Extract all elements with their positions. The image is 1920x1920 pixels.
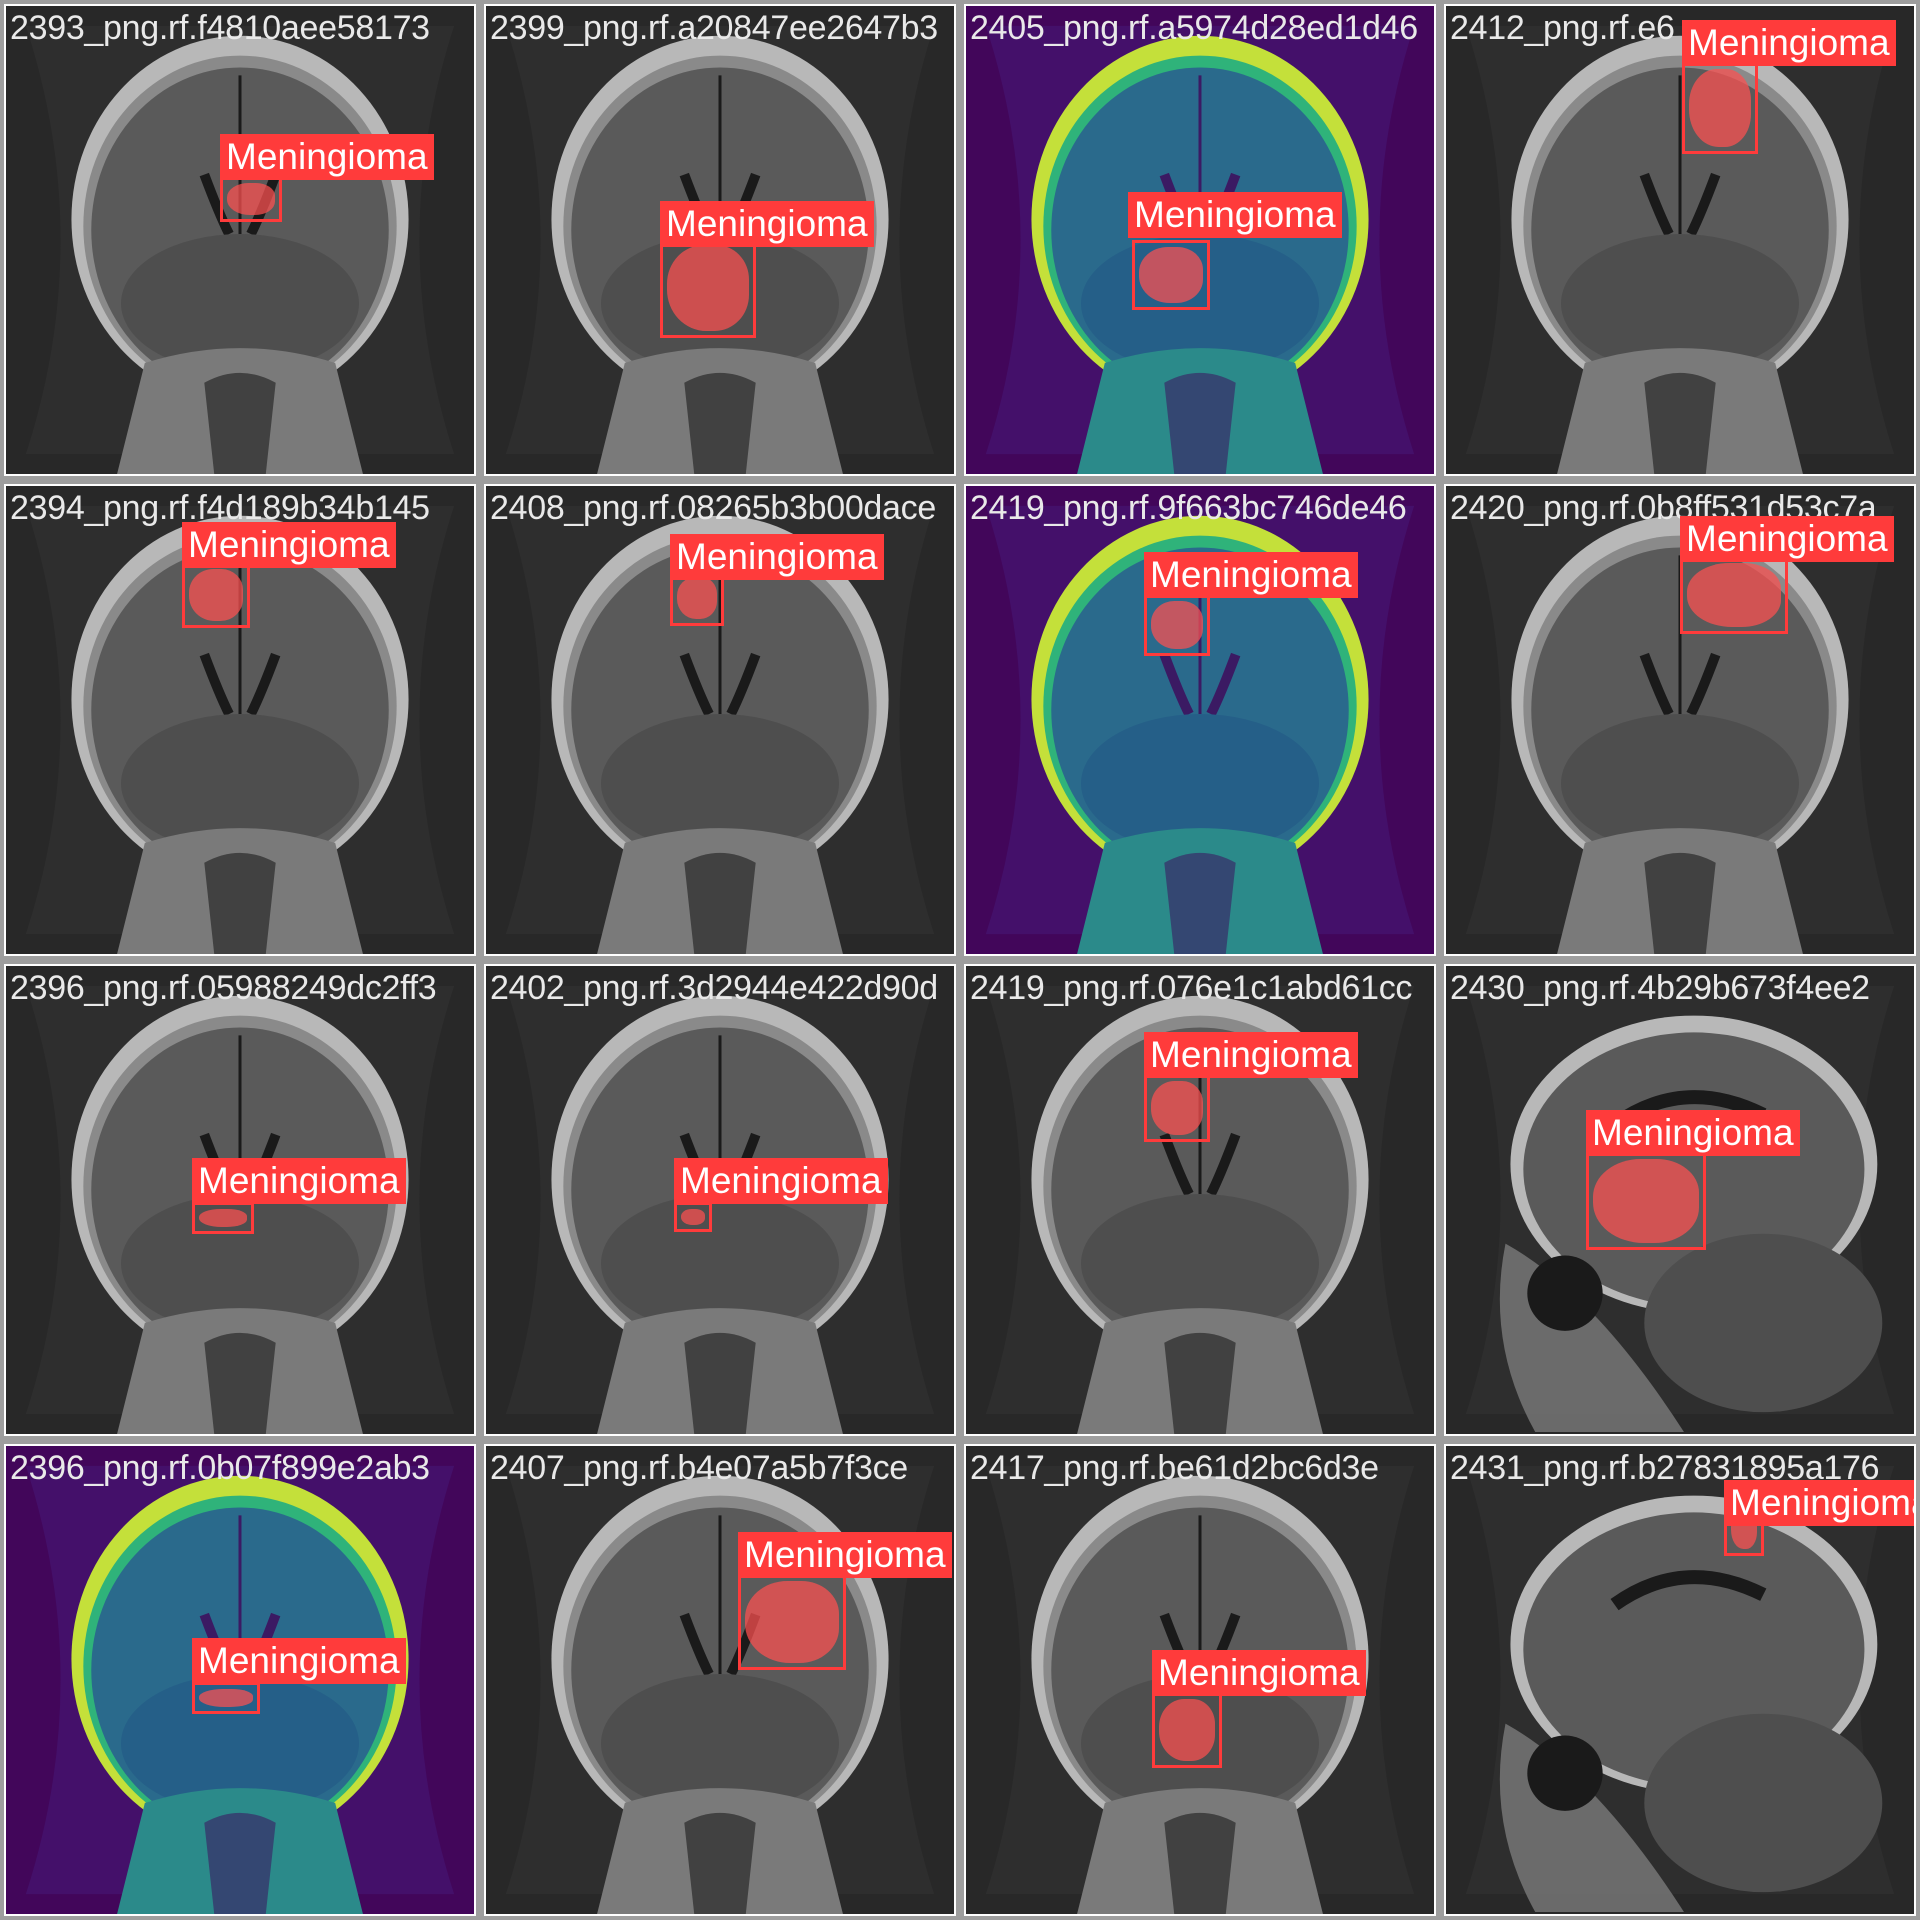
class-label: Meningioma	[1144, 552, 1358, 598]
mri-scan-image	[1446, 6, 1914, 474]
detection-box	[738, 1574, 846, 1670]
mri-scan-image	[1446, 1446, 1914, 1914]
detection-box	[1132, 240, 1210, 310]
tumor-mask	[1151, 601, 1203, 649]
detection-box	[1152, 1692, 1222, 1768]
class-label: Meningioma	[1680, 516, 1894, 562]
class-label: Meningioma	[660, 201, 874, 247]
class-label: Meningioma	[192, 1158, 406, 1204]
tumor-mask	[677, 577, 717, 619]
result-tile: 2393_png.rf.f4810aee58173 Meningioma	[4, 4, 476, 476]
result-tile: 2396_png.rf.0b07f899e2ab3 Meningioma	[4, 1444, 476, 1916]
detection-box	[192, 1682, 260, 1714]
image-filename: 2419_png.rf.9f663bc746de46	[970, 489, 1407, 527]
tumor-mask	[1689, 69, 1751, 147]
image-filename: 2412_png.rf.e6	[1450, 9, 1675, 47]
class-label: Meningioma	[192, 1638, 406, 1684]
image-filename: 2396_png.rf.05988249dc2ff3	[10, 969, 437, 1007]
class-label: Meningioma	[1724, 1480, 1914, 1526]
tumor-mask	[227, 183, 275, 215]
mri-scan-image	[6, 486, 474, 954]
result-tile: 2431_png.rf.b27831895a176 Meningioma	[1444, 1444, 1916, 1916]
tumor-mask	[745, 1581, 839, 1663]
result-tile: 2419_png.rf.9f663bc746de46 Meningioma	[964, 484, 1436, 956]
detection-box	[220, 176, 282, 222]
detection-box	[1144, 594, 1210, 656]
tumor-mask	[667, 245, 749, 331]
detection-box	[660, 238, 756, 338]
image-filename: 2408_png.rf.08265b3b00dace	[490, 489, 936, 527]
class-label: Meningioma	[182, 522, 396, 568]
class-label: Meningioma	[1586, 1110, 1800, 1156]
result-tile: 2417_png.rf.be61d2bc6d3e Meningioma	[964, 1444, 1436, 1916]
class-label: Meningioma	[1144, 1032, 1358, 1078]
class-label: Meningioma	[1682, 20, 1896, 66]
tumor-mask	[681, 1209, 705, 1225]
tumor-mask	[1687, 563, 1781, 627]
result-tile: 2412_png.rf.e6 Meningioma	[1444, 4, 1916, 476]
result-tile: 2408_png.rf.08265b3b00dace Meningioma	[484, 484, 956, 956]
detection-box	[182, 562, 250, 628]
detection-box	[1144, 1074, 1210, 1142]
tumor-mask	[1593, 1159, 1699, 1243]
image-filename: 2396_png.rf.0b07f899e2ab3	[10, 1449, 430, 1487]
image-filename: 2393_png.rf.f4810aee58173	[10, 9, 430, 47]
mri-scan-image	[486, 486, 954, 954]
class-label: Meningioma	[670, 534, 884, 580]
image-filename: 2402_png.rf.3d2944e422d90d	[490, 969, 938, 1007]
mri-scan-image	[966, 486, 1434, 954]
detection-box	[192, 1202, 254, 1234]
image-filename: 2417_png.rf.be61d2bc6d3e	[970, 1449, 1379, 1487]
image-filename: 2399_png.rf.a20847ee2647b3	[490, 9, 938, 47]
class-label: Meningioma	[738, 1532, 952, 1578]
result-tile: 2420_png.rf.0b8ff531d53c7a Meningioma	[1444, 484, 1916, 956]
detection-box	[674, 1202, 712, 1232]
result-tile: 2394_png.rf.f4d189b34b145 Meningioma	[4, 484, 476, 956]
image-filename: 2430_png.rf.4b29b673f4ee2	[1450, 969, 1870, 1007]
class-label: Meningioma	[1152, 1650, 1366, 1696]
image-filename: 2394_png.rf.f4d189b34b145	[10, 489, 430, 527]
class-label: Meningioma	[1128, 192, 1342, 238]
detection-box	[670, 570, 724, 626]
tumor-mask	[199, 1209, 247, 1227]
detection-box	[1682, 62, 1758, 154]
result-tile: 2430_png.rf.4b29b673f4ee2 Meningioma	[1444, 964, 1916, 1436]
tumor-mask	[1159, 1699, 1215, 1761]
class-label: Meningioma	[674, 1158, 888, 1204]
image-filename: 2407_png.rf.b4e07a5b7f3ce	[490, 1449, 908, 1487]
result-tile: 2396_png.rf.05988249dc2ff3 Meningioma	[4, 964, 476, 1436]
tumor-mask	[1151, 1081, 1203, 1135]
tumor-mask	[1139, 247, 1203, 303]
mri-scan-image	[6, 6, 474, 474]
detection-box	[1680, 556, 1788, 634]
mri-scan-image	[486, 1446, 954, 1914]
tumor-mask	[199, 1689, 253, 1707]
image-filename: 2405_png.rf.a5974d28ed1d46	[970, 9, 1418, 47]
class-label: Meningioma	[220, 134, 434, 180]
detection-box	[1586, 1152, 1706, 1250]
result-tile: 2402_png.rf.3d2944e422d90d Meningioma	[484, 964, 956, 1436]
tumor-mask	[189, 569, 243, 621]
result-tile: 2407_png.rf.b4e07a5b7f3ce Meningioma	[484, 1444, 956, 1916]
result-tile: 2405_png.rf.a5974d28ed1d46 Meningioma	[964, 4, 1436, 476]
image-filename: 2419_png.rf.076e1c1abd61cc	[970, 969, 1413, 1007]
mri-scan-image	[1446, 486, 1914, 954]
result-tile: 2399_png.rf.a20847ee2647b3 Meningioma	[484, 4, 956, 476]
result-tile: 2419_png.rf.076e1c1abd61cc Meningioma	[964, 964, 1436, 1436]
